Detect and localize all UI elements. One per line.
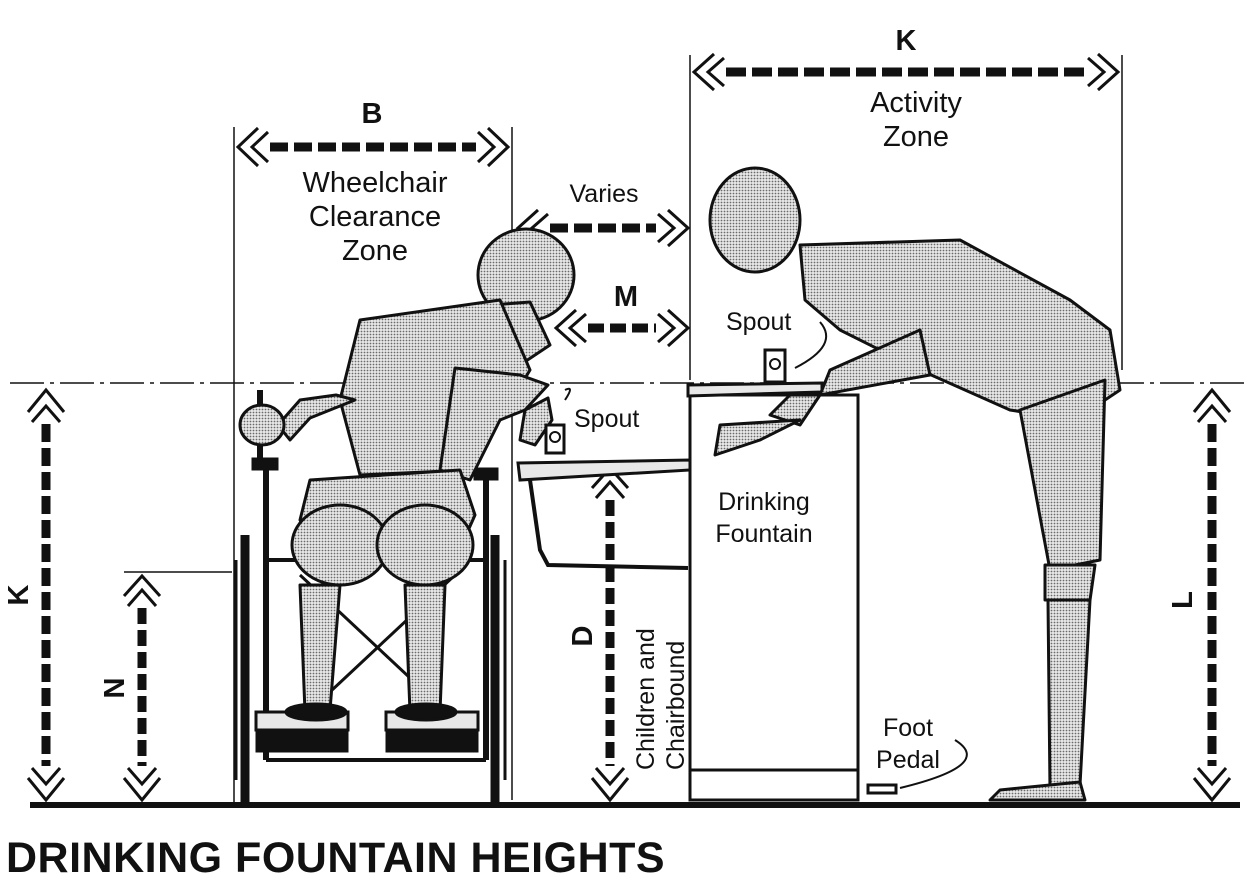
dimension-l-arrow — [1192, 387, 1232, 803]
seated-person-figure — [238, 227, 576, 722]
dimension-n-arrow — [122, 573, 162, 803]
wheelchair-zone-label-3: Zone — [342, 235, 408, 267]
m-letter: M — [614, 281, 638, 313]
spout-low-label: Spout — [574, 405, 639, 433]
wheelchair-zone-label-1: Wheelchair — [302, 167, 447, 199]
leader-lines — [564, 321, 968, 789]
dimension-m-arrow — [553, 308, 691, 348]
foot-pedal-label-1: Foot — [883, 714, 933, 742]
children-label-2: Chairbound — [662, 641, 690, 770]
spout-high-label: Spout — [726, 308, 791, 336]
dimension-b-arrow — [235, 126, 511, 168]
drinking-fountain-unit — [686, 348, 898, 802]
activity-zone-letter: K — [896, 25, 917, 57]
height-n-letter: N — [99, 678, 131, 699]
wheelchair-zone-label-2: Clearance — [309, 201, 441, 233]
foot-pedal-label-2: Pedal — [876, 746, 940, 774]
dimension-k-left-arrow — [26, 387, 66, 803]
page-title: DRINKING FOUNTAIN HEIGHTS — [6, 834, 666, 882]
varies-label: Varies — [569, 180, 638, 208]
activity-zone-label-1: Activity — [870, 87, 962, 119]
activity-zone-label-2: Zone — [883, 121, 949, 153]
height-k-left-letter: K — [3, 584, 35, 605]
dimension-k-top-arrow — [691, 52, 1121, 92]
height-d-letter: D — [567, 626, 599, 647]
wheelchair-zone-letter: B — [362, 98, 383, 130]
fountain-label-2: Fountain — [715, 520, 812, 548]
height-l-letter: L — [1167, 591, 1199, 609]
children-label-1: Children and — [632, 628, 660, 770]
standing-person-figure — [708, 166, 1122, 802]
fountain-label-1: Drinking — [718, 488, 810, 516]
low-fountain — [516, 423, 692, 570]
